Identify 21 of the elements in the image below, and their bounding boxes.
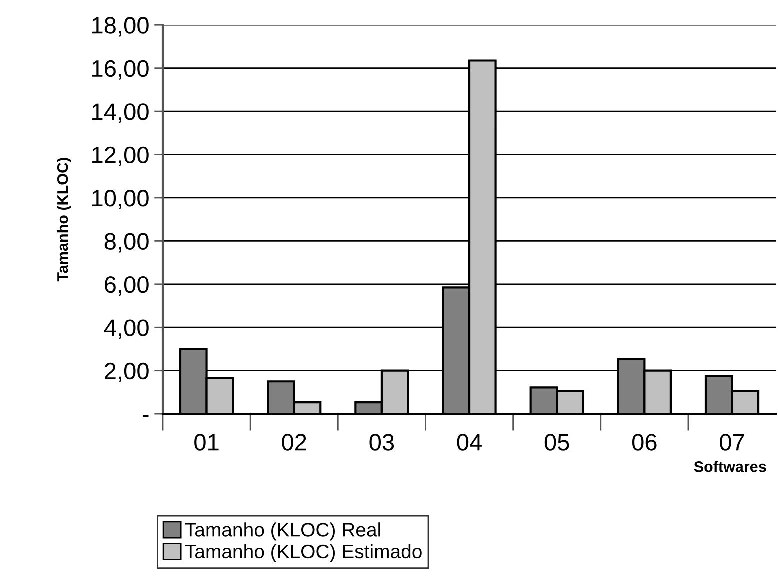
y-axis-title: Tamanho (KLOC) [57,158,72,282]
legend-label: Tamanho (KLOC) Real [185,522,380,541]
y-tick-label: 16,00 [92,60,149,80]
x-tick-label: 02 [282,434,306,451]
y-tick-label: 6,00 [105,276,149,296]
x-tick-label: 01 [194,434,219,451]
y-tick-label: - [142,415,149,418]
x-tick-label: 07 [720,434,744,451]
y-tick-label: 14,00 [92,104,149,124]
y-tick-label: 4,00 [104,320,149,340]
x-tick-label: 06 [632,434,657,451]
x-tick-label: 05 [544,434,570,451]
x-axis-title: Softwares [694,461,766,472]
x-tick-label: 04 [457,434,482,451]
y-tick-label: 10,00 [92,190,149,210]
y-tick-label: 18,00 [92,17,149,37]
y-tick-label: 12,00 [92,146,149,166]
y-tick-label: 8,00 [104,233,149,253]
legend-label: Tamanho (KLOC) Estimado [185,544,422,562]
x-tick-label: 03 [370,434,394,451]
y-tick-label: 2,00 [105,362,149,382]
